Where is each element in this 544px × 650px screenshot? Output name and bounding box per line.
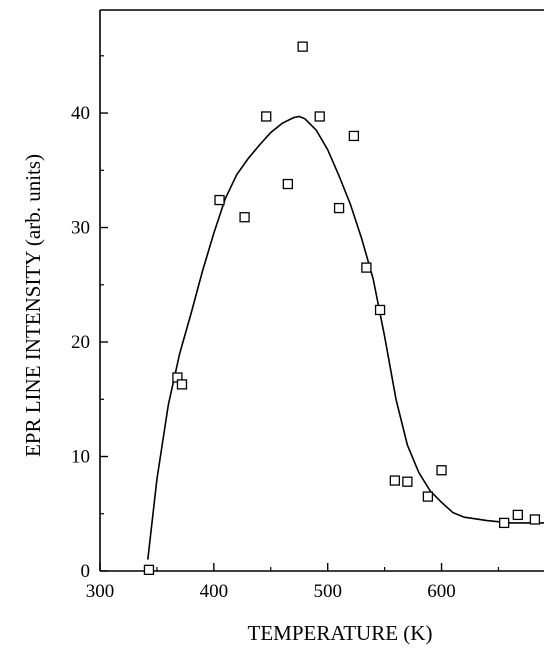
data-point [402, 476, 413, 487]
x-tick-label: 500 [313, 581, 342, 602]
data-point [499, 517, 510, 529]
data-point [374, 304, 386, 316]
data-point [348, 130, 360, 142]
fit-curve [147, 115, 544, 560]
data-point [261, 111, 272, 122]
plot-frame [99, 9, 544, 572]
data-point [512, 509, 523, 521]
y-axis-title: EPR LINE INTENSITY (arb. units) [21, 154, 45, 457]
x-tick-label: 400 [200, 581, 229, 602]
data-point [529, 514, 541, 525]
data-point [389, 475, 401, 486]
y-axis-ticks: 0 10 20 30 40 [71, 55, 108, 582]
data-point [422, 491, 434, 502]
x-tick-label: 600 [427, 581, 456, 602]
y-tick-label: 40 [71, 103, 90, 124]
data-point [314, 111, 325, 122]
data-point [239, 212, 250, 223]
x-tick-label: 300 [86, 581, 115, 602]
data-point [282, 178, 293, 190]
y-tick-label: 10 [71, 447, 90, 468]
data-point [436, 465, 447, 476]
data-point [297, 41, 308, 52]
data-point [143, 564, 155, 576]
x-axis-title: TEMPERATURE (K) [248, 621, 433, 645]
data-point [176, 379, 188, 390]
data-point [333, 202, 345, 214]
data-points-layer [143, 41, 541, 576]
y-tick-label: 0 [81, 561, 91, 582]
data-point [214, 194, 225, 206]
x-axis-ticks: 300 400 500 600 [86, 563, 500, 602]
data-point [361, 262, 372, 273]
fit-curve-layer [147, 115, 544, 560]
y-tick-label: 30 [71, 218, 90, 239]
y-tick-label: 20 [71, 332, 90, 353]
